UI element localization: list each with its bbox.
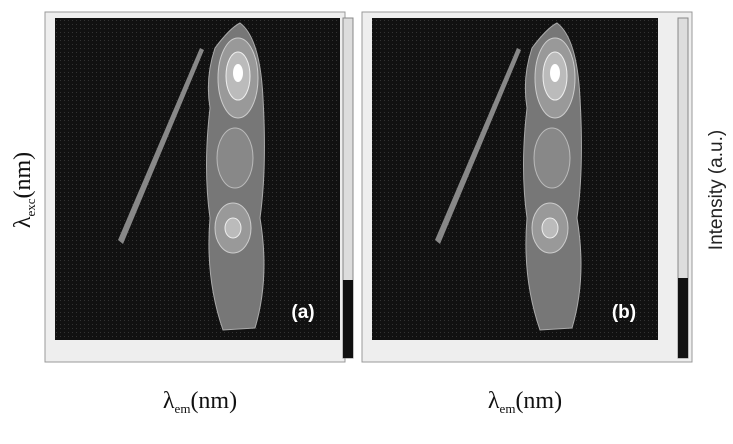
- subscript: em: [500, 401, 516, 416]
- subscript: em: [175, 401, 191, 416]
- unit: (nm): [515, 388, 562, 414]
- plot-area: [55, 18, 340, 340]
- panel-b: (b): [362, 12, 692, 362]
- panel-a: (a): [45, 12, 353, 362]
- x-axis-label: λem(nm): [163, 388, 237, 416]
- symbol: λ: [488, 388, 500, 414]
- symbol: λ: [163, 388, 175, 414]
- plot-area: [372, 18, 658, 340]
- panel-label: (b): [612, 302, 636, 323]
- colorbar-fill: [678, 278, 688, 358]
- colorbar-fill: [343, 280, 353, 358]
- figure: (a) (b) λexc(nm) λem(nm) λem(nm) Intensi…: [0, 0, 733, 444]
- unit: (nm): [10, 152, 36, 199]
- y-axis-label: λexc(nm): [10, 152, 38, 228]
- symbol: λ: [10, 216, 36, 228]
- subscript: exc: [23, 198, 38, 216]
- panel-label: (a): [291, 302, 314, 323]
- unit: (nm): [190, 388, 237, 414]
- colorbar-label: Intensity (a.u.): [706, 130, 727, 250]
- x-axis-label: λem(nm): [488, 388, 562, 416]
